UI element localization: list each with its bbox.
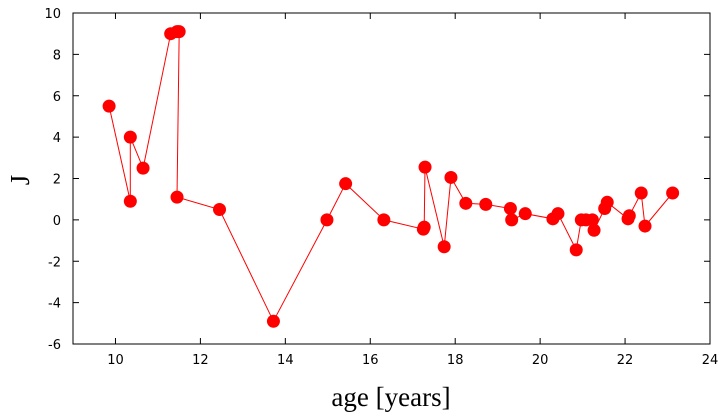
y-tick-label: 6: [53, 90, 61, 105]
data-points: [102, 25, 680, 328]
x-tick-label: 14: [277, 353, 294, 368]
x-tick-label: 10: [107, 353, 124, 368]
data-point: [479, 197, 493, 211]
series-line: [108, 31, 673, 323]
data-point: [585, 213, 599, 227]
data-point: [444, 170, 458, 184]
data-point: [123, 130, 137, 144]
data-point: [123, 194, 137, 208]
data-point: [503, 201, 517, 215]
x-tick-label: 22: [617, 353, 634, 368]
data-point: [172, 25, 186, 39]
data-point: [569, 243, 583, 257]
data-point: [600, 195, 614, 209]
data-point: [320, 213, 334, 227]
data-point: [102, 99, 116, 113]
data-point: [634, 186, 648, 200]
y-axis-label: J: [5, 175, 35, 186]
data-point: [518, 207, 532, 221]
axis-ticks: [73, 12, 711, 345]
data-point: [587, 223, 601, 237]
x-tick-label: 16: [362, 353, 379, 368]
x-axis-label: age [years]: [331, 382, 450, 412]
data-point: [266, 314, 280, 328]
data-point: [505, 213, 519, 227]
data-point: [170, 190, 184, 204]
data-point: [417, 220, 431, 234]
x-tick-label: 18: [447, 353, 464, 368]
y-tick-label: 2: [53, 173, 61, 188]
data-point: [459, 196, 473, 210]
data-point: [213, 203, 227, 217]
data-point: [377, 213, 391, 227]
y-tick-label: 8: [53, 48, 61, 63]
y-tick-label: -4: [48, 297, 61, 312]
data-point: [638, 219, 652, 233]
data-point: [622, 209, 636, 223]
data-point: [418, 160, 432, 174]
x-tick-label: 12: [192, 353, 209, 368]
y-tick-label: 10: [44, 7, 61, 22]
data-point: [551, 207, 565, 221]
x-tick-label: 24: [702, 353, 719, 368]
data-point: [437, 240, 451, 254]
y-tick-label: 0: [53, 214, 61, 229]
data-point: [339, 177, 353, 191]
x-tick-label: 20: [532, 353, 549, 368]
data-point: [136, 161, 150, 175]
y-tick-label: -2: [48, 255, 61, 270]
y-tick-label: -6: [48, 338, 61, 353]
y-tick-label: 4: [53, 131, 61, 146]
plot-frame: [72, 12, 711, 345]
data-point: [666, 186, 680, 200]
